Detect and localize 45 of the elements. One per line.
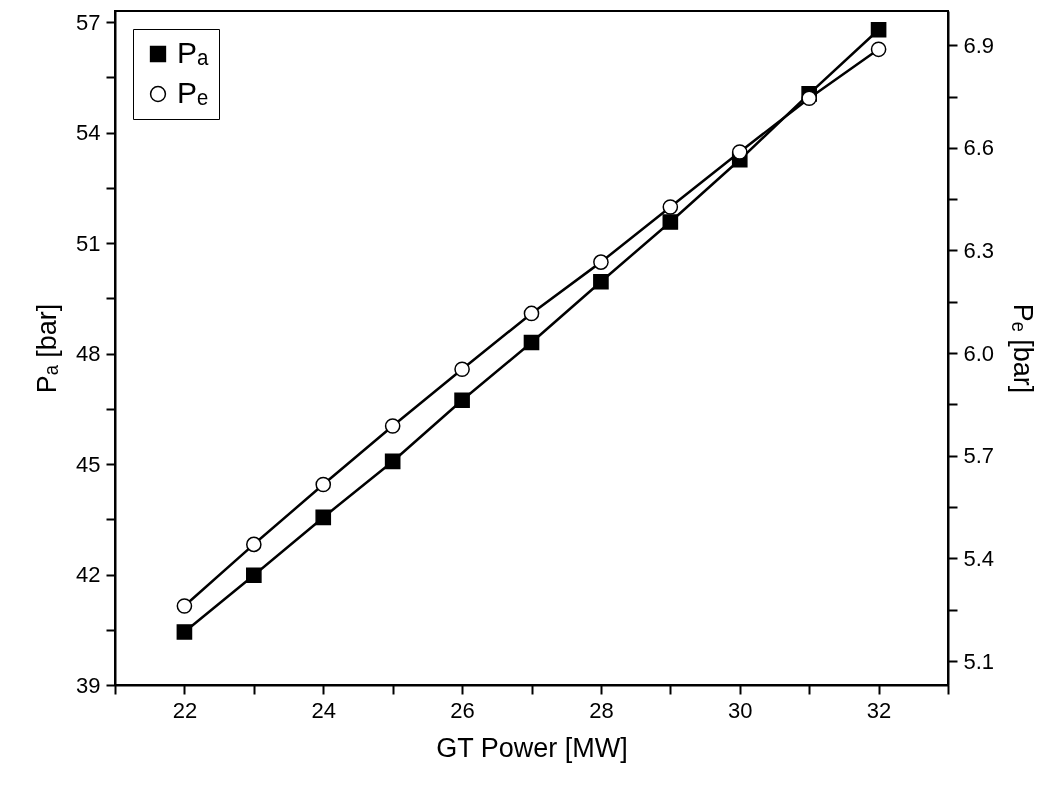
point [315,509,332,526]
y-axis-title: Pₐ [bar] [32,303,63,394]
legend-label: Pₐ [177,36,210,69]
point [176,624,193,640]
point [384,453,401,470]
point [246,536,262,553]
y-tick-label: 48 [76,341,101,367]
y-tick-label: 54 [76,120,101,146]
x-tick-label: 32 [866,697,892,723]
point [801,90,817,107]
point [662,214,679,230]
y2-tick-label: 6.6 [963,135,995,161]
x-tick-label: 26 [450,697,475,723]
y2-tick-label: 5.1 [963,648,995,674]
point [593,273,609,290]
point [870,21,887,38]
point [454,392,470,409]
x-tick-label: 28 [589,697,614,723]
x-axis-title: GT Power [MW] [436,732,628,763]
legend-label: Pₑ [177,76,209,109]
y2-tick-label: 6.0 [963,340,995,366]
y2-axis-title: Pₑ [bar] [1008,303,1039,394]
y-tick-label: 51 [76,230,101,256]
y-tick-label: 42 [76,562,101,588]
point [731,144,748,160]
point [523,334,540,351]
y-tick-label: 57 [76,9,101,35]
x-tick-label: 30 [728,697,753,723]
point [523,305,540,322]
point [662,199,679,215]
y2-tick-label: 6.3 [963,237,995,263]
point [870,41,887,58]
y2-tick-label: 5.4 [963,545,995,571]
point [176,598,193,614]
x-tick-label: 24 [311,697,336,723]
point [593,254,609,270]
point [246,567,262,584]
y2-tick-label: 6.9 [963,32,995,58]
x-tick-label: 22 [172,697,198,723]
point [384,418,401,434]
y-tick-label: 45 [76,451,101,477]
point [454,361,470,378]
y2-tick-label: 5.7 [963,443,995,469]
y-tick-label: 39 [76,672,101,698]
point [315,476,332,493]
